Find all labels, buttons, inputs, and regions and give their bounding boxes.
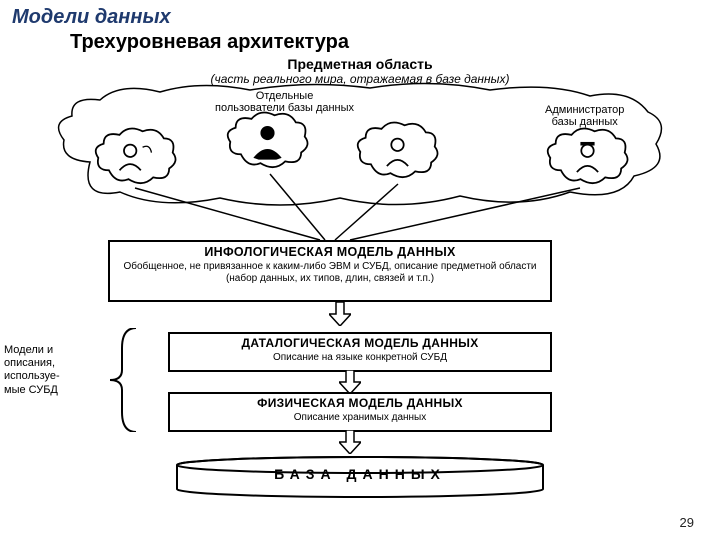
side-label: Модели и описания, используе- мые СУБД bbox=[4, 344, 104, 397]
user-cloud-1 bbox=[88, 126, 183, 188]
admin-cloud bbox=[540, 126, 635, 188]
infological-title: ИНФОЛОГИЧЕСКАЯ МОДЕЛЬ ДАННЫХ bbox=[110, 242, 550, 260]
page-number: 29 bbox=[680, 515, 694, 530]
brace-icon bbox=[108, 328, 138, 432]
domain-subtitle: (часть реального мира, отражаемая в базе… bbox=[211, 72, 510, 86]
architecture-diagram: Предметная область (часть реального мира… bbox=[0, 56, 720, 506]
infological-model-box: ИНФОЛОГИЧЕСКАЯ МОДЕЛЬ ДАННЫХ Обобщенное,… bbox=[108, 240, 552, 302]
page-title: Модели данных bbox=[0, 0, 720, 29]
domain-title: Предметная область bbox=[287, 56, 432, 72]
datalogical-model-box: ДАТАЛОГИЧЕСКАЯ МОДЕЛЬ ДАННЫХ Описание на… bbox=[168, 332, 552, 372]
database-label: БАЗА ДАННЫХ bbox=[175, 466, 545, 482]
page-subtitle: Трехуровневая архитектура bbox=[0, 29, 720, 54]
datalogical-desc: Описание на языке конкретной СУБД bbox=[170, 351, 550, 366]
arrow-down-1 bbox=[329, 302, 351, 326]
infological-desc: Обобщенное, не привязанное к каким-либо … bbox=[110, 260, 550, 287]
user-cloud-3 bbox=[350, 120, 445, 182]
datalogical-title: ДАТАЛОГИЧЕСКАЯ МОДЕЛЬ ДАННЫХ bbox=[170, 334, 550, 351]
admin-caption: Администратор базы данных bbox=[545, 104, 624, 128]
arrow-down-2 bbox=[339, 370, 361, 394]
physical-title: ФИЗИЧЕСКАЯ МОДЕЛЬ ДАННЫХ bbox=[170, 394, 550, 411]
arrow-down-3 bbox=[339, 430, 361, 454]
physical-model-box: ФИЗИЧЕСКАЯ МОДЕЛЬ ДАННЫХ Описание храним… bbox=[168, 392, 552, 432]
physical-desc: Описание хранимых данных bbox=[170, 411, 550, 426]
user-cloud-2 bbox=[220, 110, 315, 172]
